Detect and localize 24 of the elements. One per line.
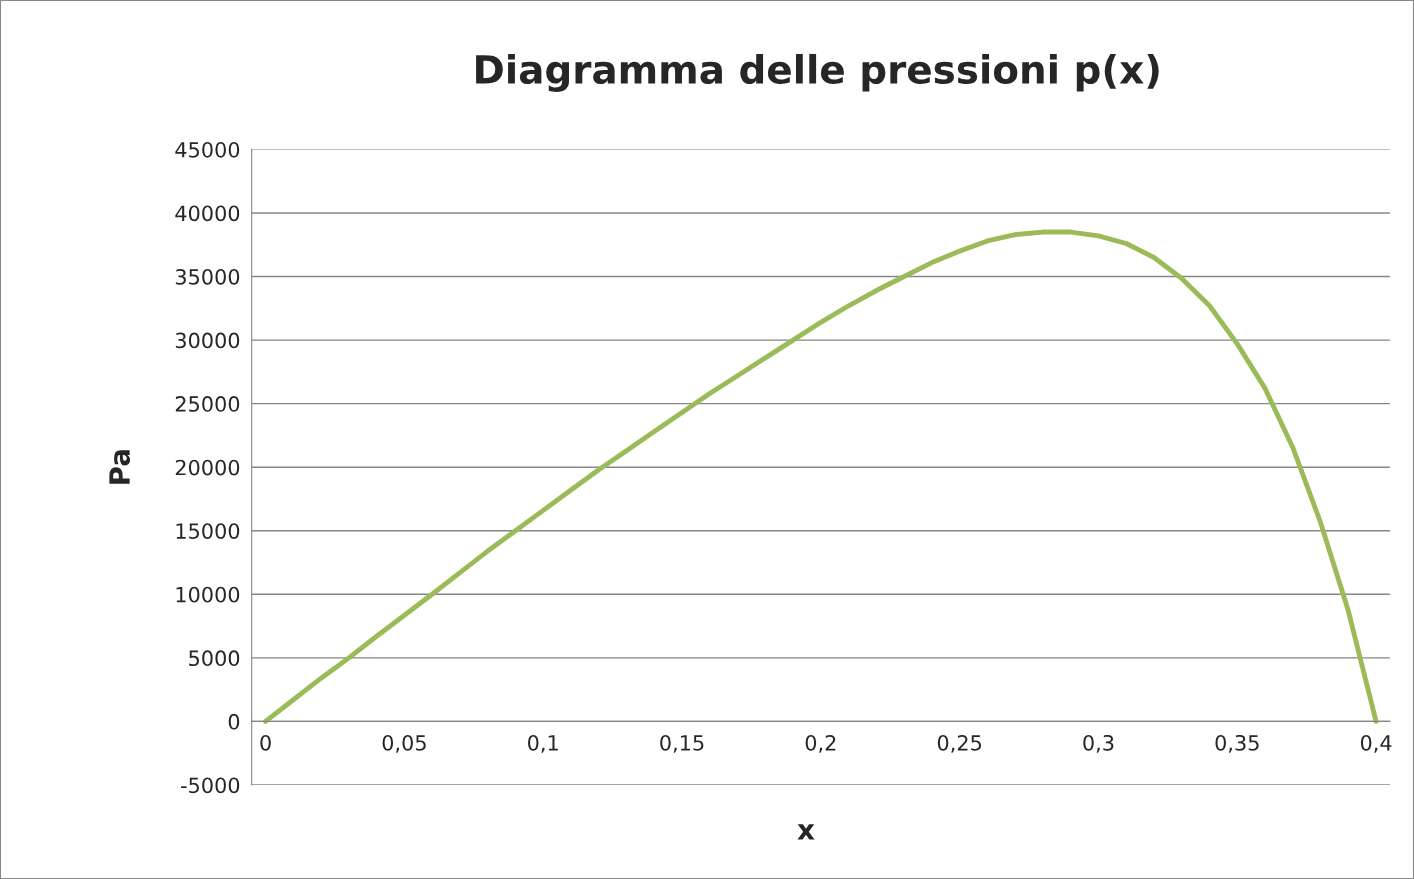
y-tick-label: 45000 [175,141,240,158]
y-tick-label: 25000 [175,396,240,412]
line-series [263,229,1379,724]
x-tick-label: 0 [260,734,271,751]
x-tick-label: 0,4 [1360,734,1392,753]
y-tick-label: 35000 [175,268,240,285]
y-tick-label: 10000 [176,586,240,603]
x-tick-label: 0,3 [1083,734,1114,753]
y-tick-label: 30000 [175,332,240,349]
x-tick-label: 0,25 [937,734,982,753]
y-axis-title: Pa [109,450,131,484]
x-tick-label: 0,35 [1215,734,1259,753]
y-tick-label: 5000 [189,650,240,667]
y-tick-label: 15000 [176,523,240,539]
y-tick-label: 20000 [175,459,240,476]
x-tick-label: 0,1 [528,734,558,753]
x-tick-label: 0,15 [660,734,704,753]
x-tick-label: 0,05 [382,734,426,753]
x-axis-title: x [797,824,815,840]
y-tick-label: 40000 [175,205,240,222]
chart-title: Diagramma delle pressioni p(x) [476,53,1159,92]
y-tick-label: -5000 [181,777,240,794]
x-tick-label: 0,2 [805,734,836,753]
y-tick-label: 0 [228,713,240,730]
